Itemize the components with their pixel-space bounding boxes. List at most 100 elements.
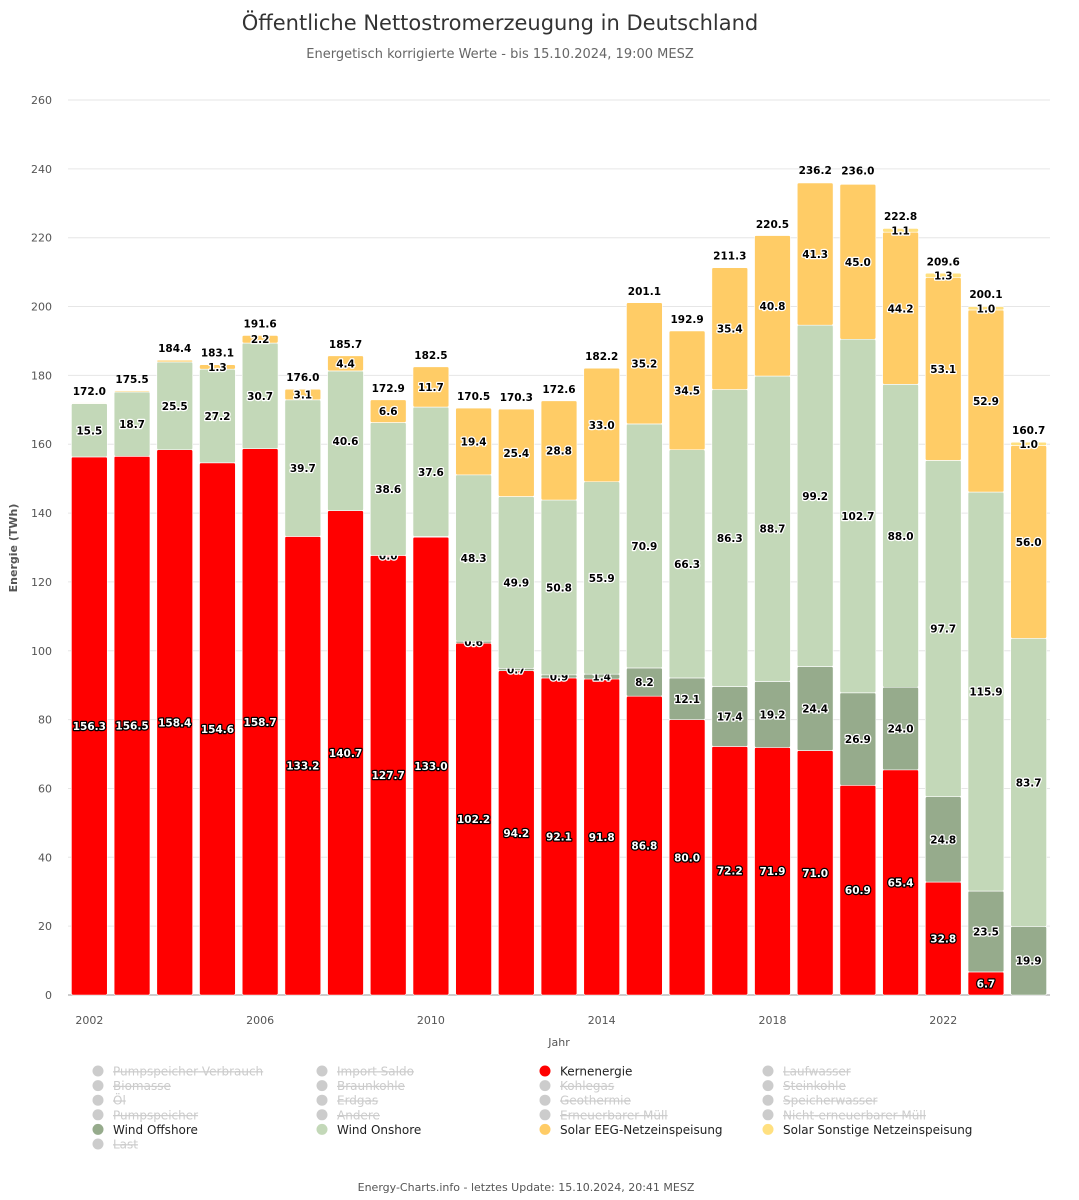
y-axis-label: Energie (TWh) xyxy=(7,504,20,593)
legend-item[interactable]: Wind Onshore xyxy=(316,1123,422,1137)
bar-segment-solar-eeg-netzeinspeisung[interactable] xyxy=(796,182,834,326)
bar-2016[interactable]: 80.0 12.1 66.3 34.5 192.9 xyxy=(668,314,706,996)
legend-label: Wind Offshore xyxy=(113,1123,198,1137)
bar-segment-solar-eeg-netzeinspeisung[interactable] xyxy=(754,235,791,377)
y-tick-label: 180 xyxy=(31,369,52,382)
legend-label: Wind Onshore xyxy=(337,1123,421,1137)
legend-marker-icon xyxy=(539,1065,551,1077)
bar-2018[interactable]: 71.9 19.2 88.7 40.8 220.5 xyxy=(754,219,791,996)
legend-item[interactable]: Solar EEG-Netzeinspeisung xyxy=(539,1123,723,1137)
bar-2019[interactable]: 71.0 24.4 99.2 41.3 236.2 xyxy=(796,165,834,996)
bar-segment-solar-eeg-netzeinspeisung[interactable] xyxy=(284,388,322,401)
x-tick-label: 2022 xyxy=(929,1014,957,1027)
total-label: 182.5 xyxy=(414,350,447,362)
bar-2017[interactable]: 72.2 17.4 86.3 35.4 211.3 xyxy=(711,251,749,996)
legend-item[interactable]: Erneuerbarer Müll xyxy=(539,1108,668,1122)
bar-segment-solar-sonstige-netzeinspeisung[interactable] xyxy=(925,272,962,278)
legend-item[interactable]: Erdgas xyxy=(316,1094,379,1108)
bar-segment-solar-sonstige-netzeinspeisung[interactable] xyxy=(1010,441,1047,446)
chart-subtitle: Energetisch korrigierte Werte - bis 15.1… xyxy=(306,47,694,62)
y-tick-label: 100 xyxy=(31,645,52,658)
legend-item[interactable]: Biomasse xyxy=(92,1079,171,1093)
bar-segment-solar-eeg-netzeinspeisung[interactable] xyxy=(711,267,749,390)
legend-item[interactable]: Speicherwasser xyxy=(762,1094,878,1108)
data-label: 86.3 xyxy=(717,533,743,545)
data-label: 133.2 xyxy=(286,761,319,773)
legend-item[interactable]: Import Saldo xyxy=(316,1065,414,1079)
bar-segment-solar-eeg-netzeinspeisung[interactable] xyxy=(626,302,663,425)
data-label: 38.6 xyxy=(375,484,401,496)
x-tick-label: 2014 xyxy=(588,1014,616,1027)
legend-item[interactable]: Braunkohle xyxy=(316,1079,405,1093)
bar-segment-solar-eeg-netzeinspeisung[interactable] xyxy=(241,335,279,344)
bar-2020[interactable]: 60.9 26.9 102.7 45.0 236.0 xyxy=(839,166,877,996)
bar-2021[interactable]: 65.4 24.0 88.0 44.2 1.1 222.8 xyxy=(882,211,919,996)
bar-2002[interactable]: 156.3 15.5 172.0 xyxy=(71,386,108,996)
data-label: 56.0 xyxy=(1016,537,1042,549)
legend-item[interactable]: Wind Offshore xyxy=(92,1123,198,1137)
bar-2023[interactable]: 6.7 23.5 115.9 52.9 1.0 200.1 xyxy=(967,289,1005,996)
legend-item[interactable]: Pumpspeicher xyxy=(92,1108,199,1122)
legend-item[interactable]: Andere xyxy=(316,1108,380,1122)
bar-2006[interactable]: 158.7 30.7 2.2 191.6 xyxy=(241,318,279,996)
total-label: 172.0 xyxy=(73,386,106,398)
bar-segment-solar-eeg-netzeinspeisung[interactable] xyxy=(583,367,620,483)
legend-item[interactable]: Kohlegas xyxy=(539,1079,615,1093)
total-label: 170.3 xyxy=(500,392,533,404)
bar-segment-solar-eeg-netzeinspeisung[interactable] xyxy=(71,402,108,404)
legend-item[interactable]: Geothermie xyxy=(539,1094,631,1108)
bar-segment-solar-eeg-netzeinspeisung[interactable] xyxy=(156,359,193,363)
bar-segment-solar-eeg-netzeinspeisung[interactable] xyxy=(327,355,364,372)
data-label: 2.2 xyxy=(251,334,270,346)
data-label: 158.4 xyxy=(158,717,191,729)
data-label: 92.1 xyxy=(546,831,572,843)
bar-segment-solar-eeg-netzeinspeisung[interactable] xyxy=(498,408,535,497)
legend-item[interactable]: Laufwasser xyxy=(762,1065,851,1079)
total-label: 185.7 xyxy=(329,339,362,351)
data-label: 4.4 xyxy=(336,358,355,370)
legend-item[interactable]: Kernenergie xyxy=(539,1065,633,1079)
bar-segment-solar-eeg-netzeinspeisung[interactable] xyxy=(668,330,706,451)
data-label: 19.2 xyxy=(760,709,786,721)
bar-segment-solar-sonstige-netzeinspeisung[interactable] xyxy=(967,306,1005,311)
bar-segment-solar-eeg-netzeinspeisung[interactable] xyxy=(839,184,877,340)
bar-segment-solar-eeg-netzeinspeisung[interactable] xyxy=(369,399,407,423)
bar-2008[interactable]: 140.7 40.6 4.4 185.7 xyxy=(327,339,364,996)
bar-2007[interactable]: 133.2 39.7 3.1 176.0 xyxy=(284,372,322,996)
bar-segment-solar-sonstige-netzeinspeisung[interactable] xyxy=(882,228,919,233)
x-tick-label: 2010 xyxy=(417,1014,445,1027)
bar-2010[interactable]: 133.0 37.6 11.7 182.5 xyxy=(412,350,450,996)
legend-item[interactable]: Nicht-erneuerbarer Müll xyxy=(762,1108,926,1122)
data-label: 19.9 xyxy=(1016,956,1042,968)
data-label: 65.4 xyxy=(888,877,914,889)
legend-label: Biomasse xyxy=(113,1079,171,1093)
data-label: 154.6 xyxy=(201,724,234,736)
bar-2024[interactable]: 19.9 83.7 56.0 1.0 160.7 xyxy=(1010,425,1047,996)
total-label: 170.5 xyxy=(457,391,490,403)
legend-item[interactable]: Last xyxy=(92,1138,139,1152)
legend-item[interactable]: Pumpspeicher Verbrauch xyxy=(92,1065,264,1079)
bar-2005[interactable]: 154.6 27.2 1.3 183.1 xyxy=(199,348,236,996)
legend-item[interactable]: Öl xyxy=(92,1092,126,1108)
total-label: 201.1 xyxy=(628,286,661,298)
bar-segment-solar-eeg-netzeinspeisung[interactable] xyxy=(412,366,450,408)
bar-2015[interactable]: 86.8 8.2 70.9 35.2 201.1 xyxy=(626,286,663,996)
bar-2004[interactable]: 158.4 25.5 184.4 xyxy=(156,343,193,996)
data-label: 70.9 xyxy=(631,541,657,553)
data-label: 25.4 xyxy=(503,448,529,460)
bar-segment-solar-eeg-netzeinspeisung[interactable] xyxy=(455,407,492,476)
bar-2022[interactable]: 32.8 24.8 97.7 53.1 1.3 209.6 xyxy=(925,256,962,996)
bar-2003[interactable]: 156.5 18.7 175.5 xyxy=(113,374,151,996)
legend-item[interactable]: Solar Sonstige Netzeinspeisung xyxy=(762,1123,973,1137)
data-label: 50.8 xyxy=(546,582,572,594)
bar-segment-solar-eeg-netzeinspeisung[interactable] xyxy=(113,390,151,393)
bar-segment-solar-eeg-netzeinspeisung[interactable] xyxy=(199,364,236,370)
bar-segment-solar-eeg-netzeinspeisung[interactable] xyxy=(540,400,578,501)
legend-item[interactable]: Steinkohle xyxy=(762,1079,846,1093)
total-label: 192.9 xyxy=(670,314,703,326)
